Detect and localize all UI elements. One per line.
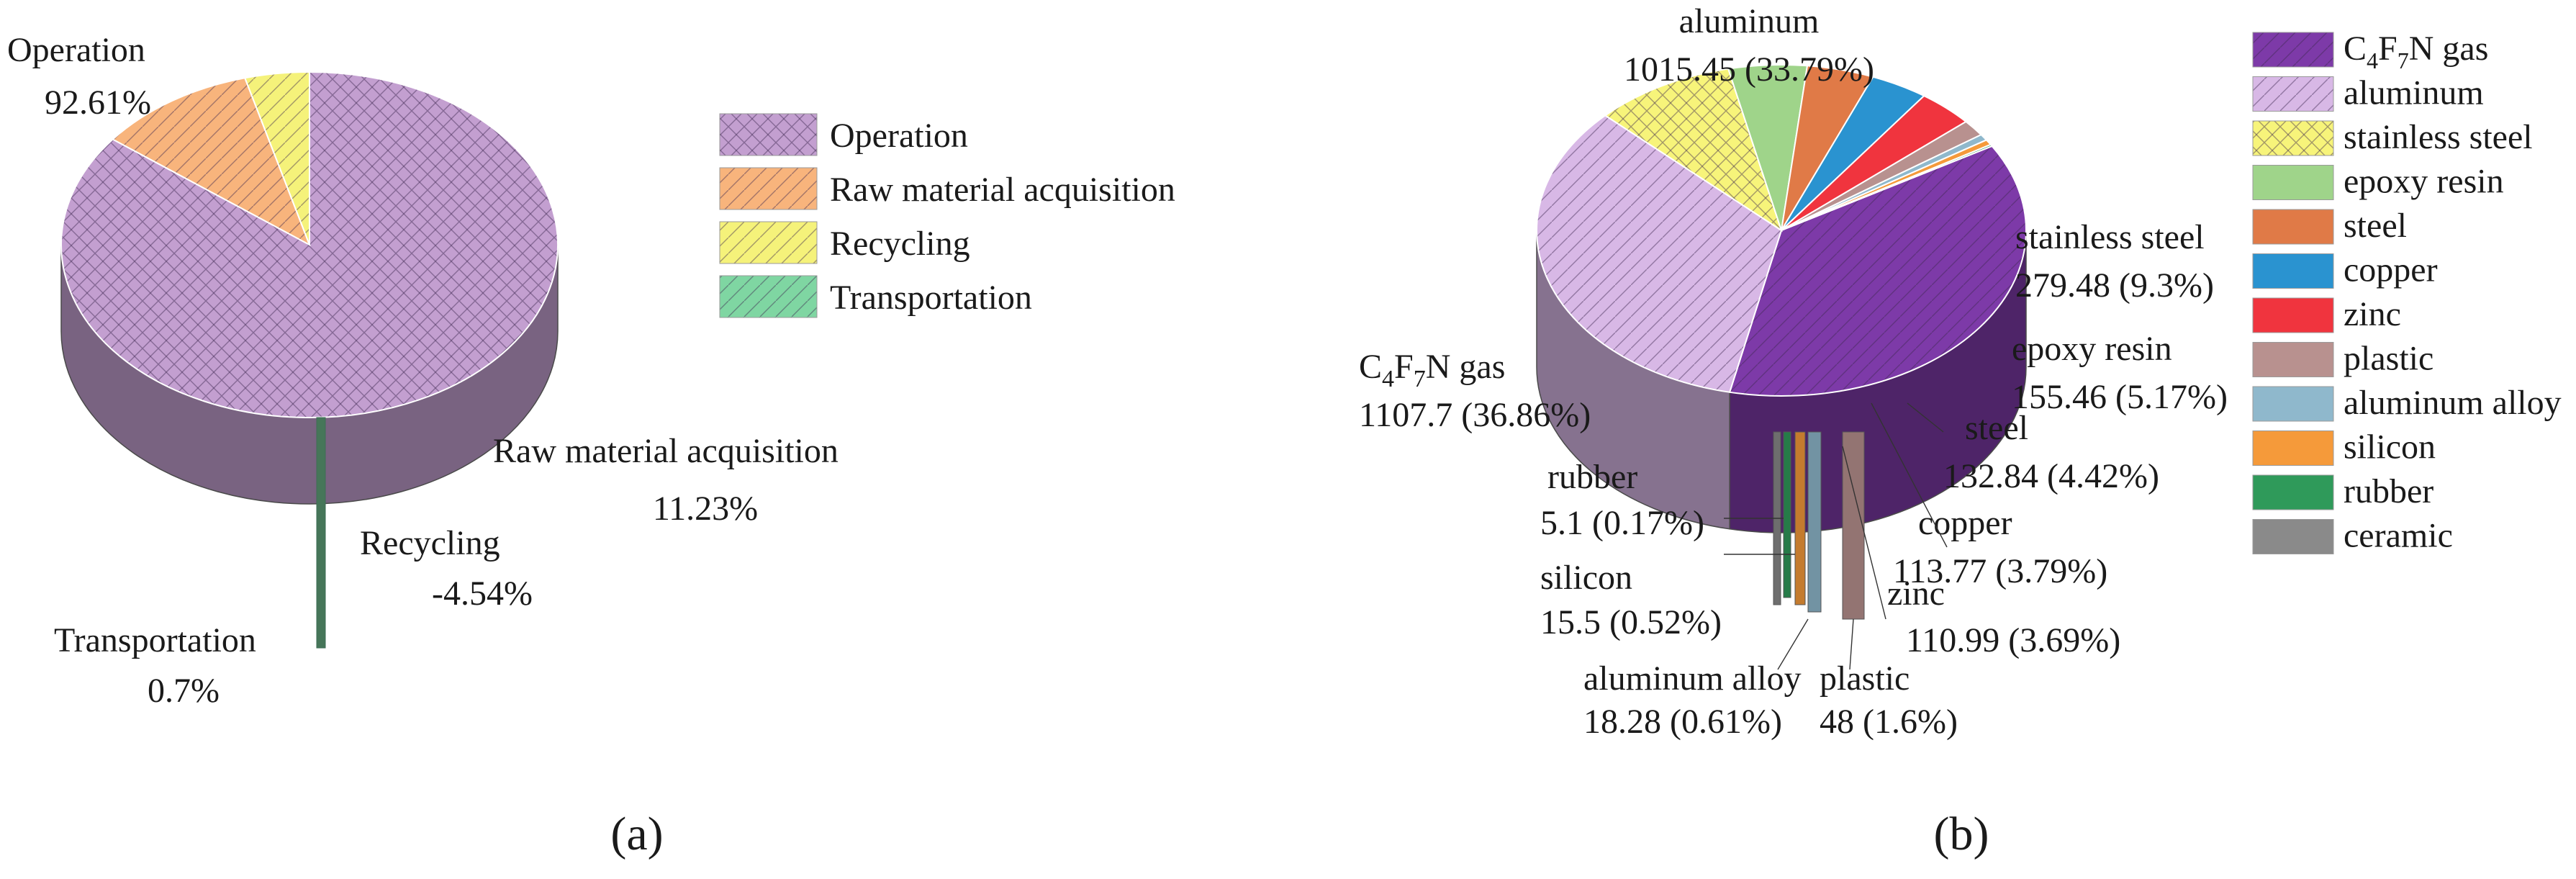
label-b-value-epoxy-resin: 155.46 (5.17%) — [2012, 378, 2228, 416]
legend-a-swatch-raw-material-acquisition — [719, 167, 818, 210]
pie-a-slice-transportation — [316, 417, 326, 649]
legend-a-swatch-transportation — [719, 275, 818, 318]
pie-a-tops — [60, 71, 559, 418]
label-b-name-zinc: zinc — [1887, 574, 1945, 613]
label-a-name-operation: Operation — [7, 31, 145, 69]
label-b-name-silicon: silicon — [1540, 559, 1632, 597]
pie-b-slice-rubber — [1781, 143, 1994, 231]
leader-line-3 — [1849, 618, 1854, 670]
legend-b-label-aluminum: aluminum — [2344, 74, 2484, 112]
label-b-value-c4f7n-gas: 1107.7 (36.86%) — [1359, 396, 1591, 434]
legend-b-swatch-rubber — [2252, 474, 2334, 510]
legend-b-swatch-zinc — [2252, 297, 2334, 333]
legend-b-label-ceramic: ceramic — [2344, 517, 2453, 555]
label-a-value-transportation: 0.7% — [148, 672, 220, 710]
leader-line-6 — [1907, 402, 1944, 433]
leader-line-5 — [1871, 402, 1948, 548]
label-a-value-operation: 92.61% — [45, 84, 151, 122]
label-b-name-copper: copper — [1918, 504, 2012, 542]
label-b-value-rubber: 5.1 (0.17%) — [1540, 504, 1704, 542]
pie-b-slice-stainless-steel — [1604, 68, 1783, 233]
label-b-value-aluminum-alloy: 18.28 (0.61%) — [1583, 703, 1782, 741]
legend-b-swatch-plastic — [2252, 342, 2334, 377]
label-b-value-stainless-steel: 279.48 (9.3%) — [2015, 266, 2214, 305]
pie-b-sliver-plastic — [1842, 431, 1865, 620]
legend-b-label-aluminum-alloy: aluminum alloy — [2344, 384, 2562, 422]
legend-b-swatch-aluminum — [2252, 76, 2334, 112]
labels-b: C4F7N gas 1107.7 (36.86%) aluminum 1015.45 … — [1359, 2, 2228, 741]
label-b-name-stainless-steel: stainless steel — [2015, 218, 2205, 256]
legend-b-label-plastic: plastic — [2344, 340, 2433, 378]
legend-a-swatch-operation — [719, 113, 818, 156]
legend-b-swatch-c4f7n-gas — [2252, 32, 2334, 68]
leader-line-4 — [1842, 446, 1886, 620]
legend-b-label-copper: copper — [2344, 251, 2438, 289]
legend-b-label-zinc: zinc — [2344, 295, 2401, 333]
label-a-value-raw-material-acquisition: 11.23% — [653, 490, 758, 528]
legend-b-label-stainless-steel: stainless steel — [2344, 118, 2533, 156]
legend-b-swatch-aluminum-alloy — [2252, 386, 2334, 422]
label-b-name-aluminum: aluminum — [1679, 2, 1820, 40]
label-b-name-steel: steel — [1965, 409, 2028, 447]
label-b-name-rubber: rubber — [1547, 458, 1637, 496]
legend-a: Operation Raw material acquisition Recycli… — [719, 113, 1175, 318]
label-b-name-c4f7n-gas: C4F7N gas — [1359, 348, 1505, 392]
label-b-value-plastic: 48 (1.6%) — [1820, 703, 1958, 741]
pie-b-sliver-aluminum-alloy — [1807, 431, 1822, 613]
pie-b-slice-aluminum — [1536, 114, 1783, 393]
label-a-name-recycling: Recycling — [360, 524, 500, 562]
pie-b-sliver-silicon — [1794, 431, 1806, 605]
legend-b-swatch-ceramic — [2252, 519, 2334, 554]
pie-a-slice-recycling — [243, 71, 310, 245]
legend-a-label-recycling: Recycling — [830, 225, 970, 263]
label-b-value-copper: 113.77 (3.79%) — [1893, 552, 2107, 590]
legend-b-swatch-stainless-steel — [2252, 120, 2334, 156]
label-a-name-raw-material-acquisition: Raw material acquisition — [493, 432, 839, 470]
label-b-name-epoxy-resin: epoxy resin — [2012, 330, 2172, 368]
legend-b-label-steel: steel — [2344, 207, 2407, 245]
leader-line-2 — [1777, 618, 1809, 670]
legend-a-label-raw-material-acquisition: Raw material acquisition — [830, 171, 1175, 209]
legend-b-swatch-epoxy-resin — [2252, 165, 2334, 200]
legend-b-swatch-silicon — [2252, 431, 2334, 466]
legend-b-label-c4f7n-gas: C4F7N gas — [2344, 30, 2488, 73]
label-a-value-recycling: -4.54% — [432, 574, 533, 613]
label-b-name-aluminum-alloy: aluminum alloy — [1583, 659, 1802, 698]
legend-b-label-rubber: rubber — [2344, 472, 2433, 510]
label-b-name-plastic: plastic — [1820, 659, 1910, 698]
panel-label-b: (b) — [1934, 808, 1989, 860]
pie-b-tops — [1536, 64, 2027, 397]
panel-label-a: (a) — [610, 808, 663, 860]
label-b-value-steel: 132.84 (4.42%) — [1943, 457, 2159, 495]
legend-a-label-operation: Operation — [830, 117, 968, 155]
pie-b-sliver-rubber — [1783, 431, 1791, 598]
labels-a: Operation 92.61% Raw material acquisition 1… — [7, 31, 839, 710]
label-b-value-silicon: 15.5 (0.52%) — [1540, 603, 1722, 641]
chart-a — [60, 71, 559, 649]
legend-a-swatch-recycling — [719, 221, 818, 264]
label-b-value-zinc: 110.99 (3.69%) — [1906, 621, 2120, 659]
legend-a-label-transportation: Transportation — [830, 279, 1032, 317]
legend-b-label-silicon: silicon — [2344, 428, 2436, 466]
label-b-value-aluminum: 1015.45 (33.79%) — [1624, 50, 1874, 89]
legend-b-swatch-steel — [2252, 209, 2334, 245]
legend-b-label-epoxy-resin: epoxy resin — [2344, 163, 2504, 201]
label-a-name-transportation: Transportation — [54, 621, 256, 659]
chart-b — [1536, 64, 2027, 620]
pie-b-slice-c4f7n-gas — [1728, 145, 2027, 397]
legend-b-swatch-copper — [2252, 253, 2334, 289]
